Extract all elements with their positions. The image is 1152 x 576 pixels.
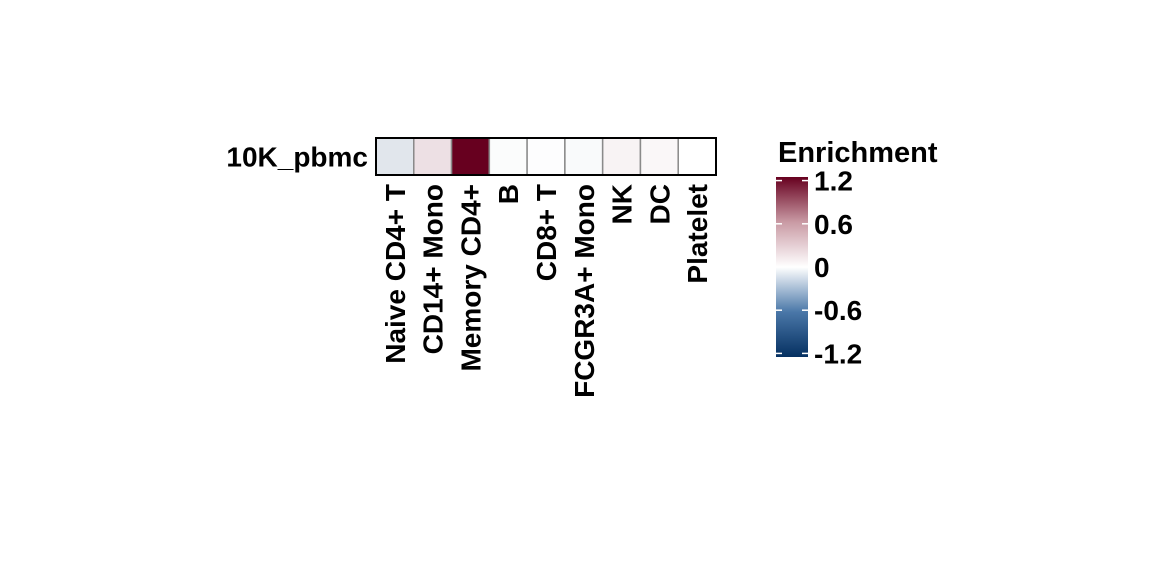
heatmap-cell-platelet [677,137,717,176]
heatmap-cell-cd14-mono [413,137,453,176]
legend-tick-label: -0.6 [814,295,862,326]
column-labels: Naive CD4+ T CD14+ Mono Memory CD4+ B CD8+ T… [380,184,713,398]
column-label-cd8-t: CD8+ T [531,184,562,281]
legend-tick-label: 0 [814,252,830,283]
heatmap-cell-cd8-t [526,137,566,176]
column-label-b: B [493,184,524,204]
legend-tick-label: 1.2 [814,166,853,197]
column-label-naive-cd4-t: Naive CD4+ T [380,184,411,364]
column-label-platelet: Platelet [682,184,713,284]
column-label-memory-cd4: Memory CD4+ [455,184,486,372]
heatmap-cell-nk [601,137,642,176]
column-label-cd14-mono: CD14+ Mono [418,184,449,354]
heatmap-cell-fcgr3a-mono [564,137,604,176]
legend-tick-label: 0.6 [814,209,853,240]
heatmap-cell-naive-cd4-t [375,137,415,176]
heatmap-cell-dc [639,137,679,176]
legend-tick-label: -1.2 [814,338,862,369]
column-label-fcgr3a-mono: FCGR3A+ Mono [569,184,600,398]
color-legend: Enrichment 1.2 0.6 0 -0.6 -1.2 [776,137,938,369]
legend-title: Enrichment [778,137,938,169]
heatmap-cell-memory-cd4 [450,137,491,176]
heatmap-cells [375,137,717,176]
heatmap-cell-b [488,137,528,176]
row-label-10k-pbmc: 10K_pbmc [226,142,368,173]
column-label-nk: NK [607,184,638,224]
row-labels: 10K_pbmc [226,142,368,173]
heatmap-border [375,137,717,176]
column-label-dc: DC [644,184,675,224]
